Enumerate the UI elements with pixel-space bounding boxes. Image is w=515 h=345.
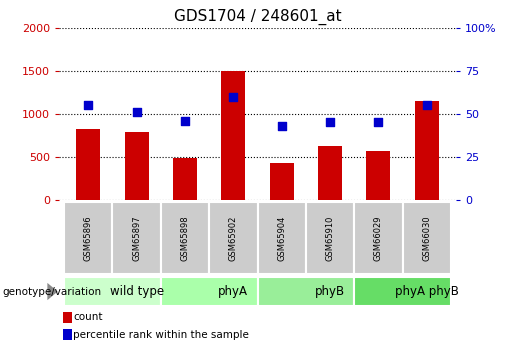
Text: GSM65904: GSM65904 xyxy=(277,215,286,261)
Bar xyxy=(258,277,354,306)
Bar xyxy=(269,163,294,200)
Bar xyxy=(354,201,403,275)
Point xyxy=(181,118,189,124)
Text: genotype/variation: genotype/variation xyxy=(3,287,101,296)
Text: wild type: wild type xyxy=(110,285,164,298)
Bar xyxy=(306,201,354,275)
Bar xyxy=(161,277,258,306)
Point xyxy=(229,94,237,99)
Text: GSM65898: GSM65898 xyxy=(180,215,190,261)
Bar xyxy=(209,201,258,275)
Bar xyxy=(76,128,100,200)
Bar xyxy=(125,132,149,200)
Text: phyA phyB: phyA phyB xyxy=(395,285,459,298)
Point xyxy=(132,109,141,115)
Text: GSM65902: GSM65902 xyxy=(229,215,238,261)
Text: GSM66029: GSM66029 xyxy=(374,215,383,261)
Bar xyxy=(366,150,390,200)
Bar xyxy=(403,201,451,275)
Text: GSM66030: GSM66030 xyxy=(422,215,431,261)
Bar xyxy=(415,101,439,200)
Polygon shape xyxy=(47,283,58,300)
Bar xyxy=(64,277,161,306)
Point xyxy=(278,123,286,129)
Bar xyxy=(63,329,72,341)
Point xyxy=(423,102,431,108)
Text: GSM65896: GSM65896 xyxy=(84,215,93,261)
Bar xyxy=(354,277,451,306)
Bar xyxy=(63,312,72,323)
Text: count: count xyxy=(73,312,102,322)
Bar xyxy=(258,201,306,275)
Bar xyxy=(173,158,197,200)
Text: GSM65897: GSM65897 xyxy=(132,215,141,261)
Text: phyA: phyA xyxy=(218,285,248,298)
Bar xyxy=(318,146,342,200)
Bar xyxy=(161,201,209,275)
Bar xyxy=(221,71,246,200)
Text: GSM65910: GSM65910 xyxy=(325,215,335,261)
Point xyxy=(374,120,383,125)
Text: percentile rank within the sample: percentile rank within the sample xyxy=(73,330,249,340)
Point xyxy=(84,102,92,108)
Point xyxy=(326,120,334,125)
Title: GDS1704 / 248601_at: GDS1704 / 248601_at xyxy=(174,9,341,25)
Text: phyB: phyB xyxy=(315,285,345,298)
Bar xyxy=(64,201,112,275)
Bar xyxy=(112,201,161,275)
